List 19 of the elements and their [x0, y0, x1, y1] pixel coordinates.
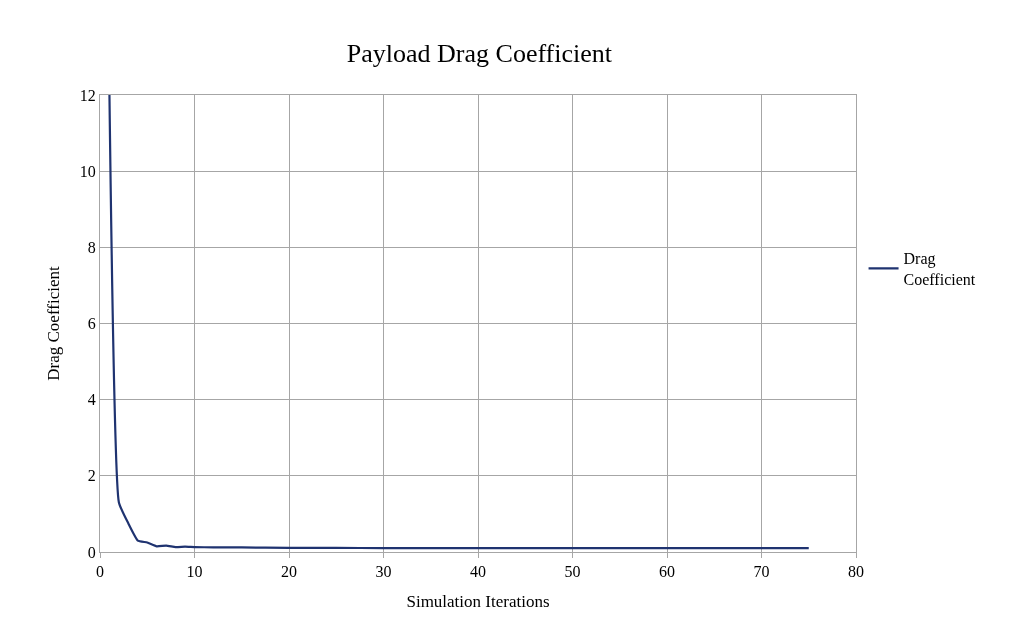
x-tick-label: 50: [564, 563, 581, 581]
y-tick-label: 4: [87, 391, 96, 409]
y-tick-label: 6: [87, 315, 96, 333]
x-tick-label: 60: [659, 563, 675, 581]
x-tick-label: 10: [186, 563, 203, 581]
y-tick-label: 2: [87, 467, 96, 485]
y-tick-label: 8: [87, 238, 96, 256]
x-axis-title: Simulation Iterations: [406, 591, 550, 611]
x-tick-label: 20: [281, 563, 297, 581]
y-tick-label: 12: [79, 86, 96, 104]
y-tick-label: 0: [87, 543, 96, 561]
y-axis-title: Drag Coefficient: [44, 266, 64, 381]
x-tick-label: 40: [470, 563, 486, 581]
chart-title: Payload Drag Coefficient: [346, 38, 613, 68]
x-tick-label: 30: [375, 563, 392, 581]
x-tick-label: 70: [753, 563, 770, 581]
x-tick-label: 80: [848, 563, 864, 581]
legend-label: Drag Coefficient: [903, 250, 976, 289]
y-tick-label: 10: [79, 162, 96, 180]
